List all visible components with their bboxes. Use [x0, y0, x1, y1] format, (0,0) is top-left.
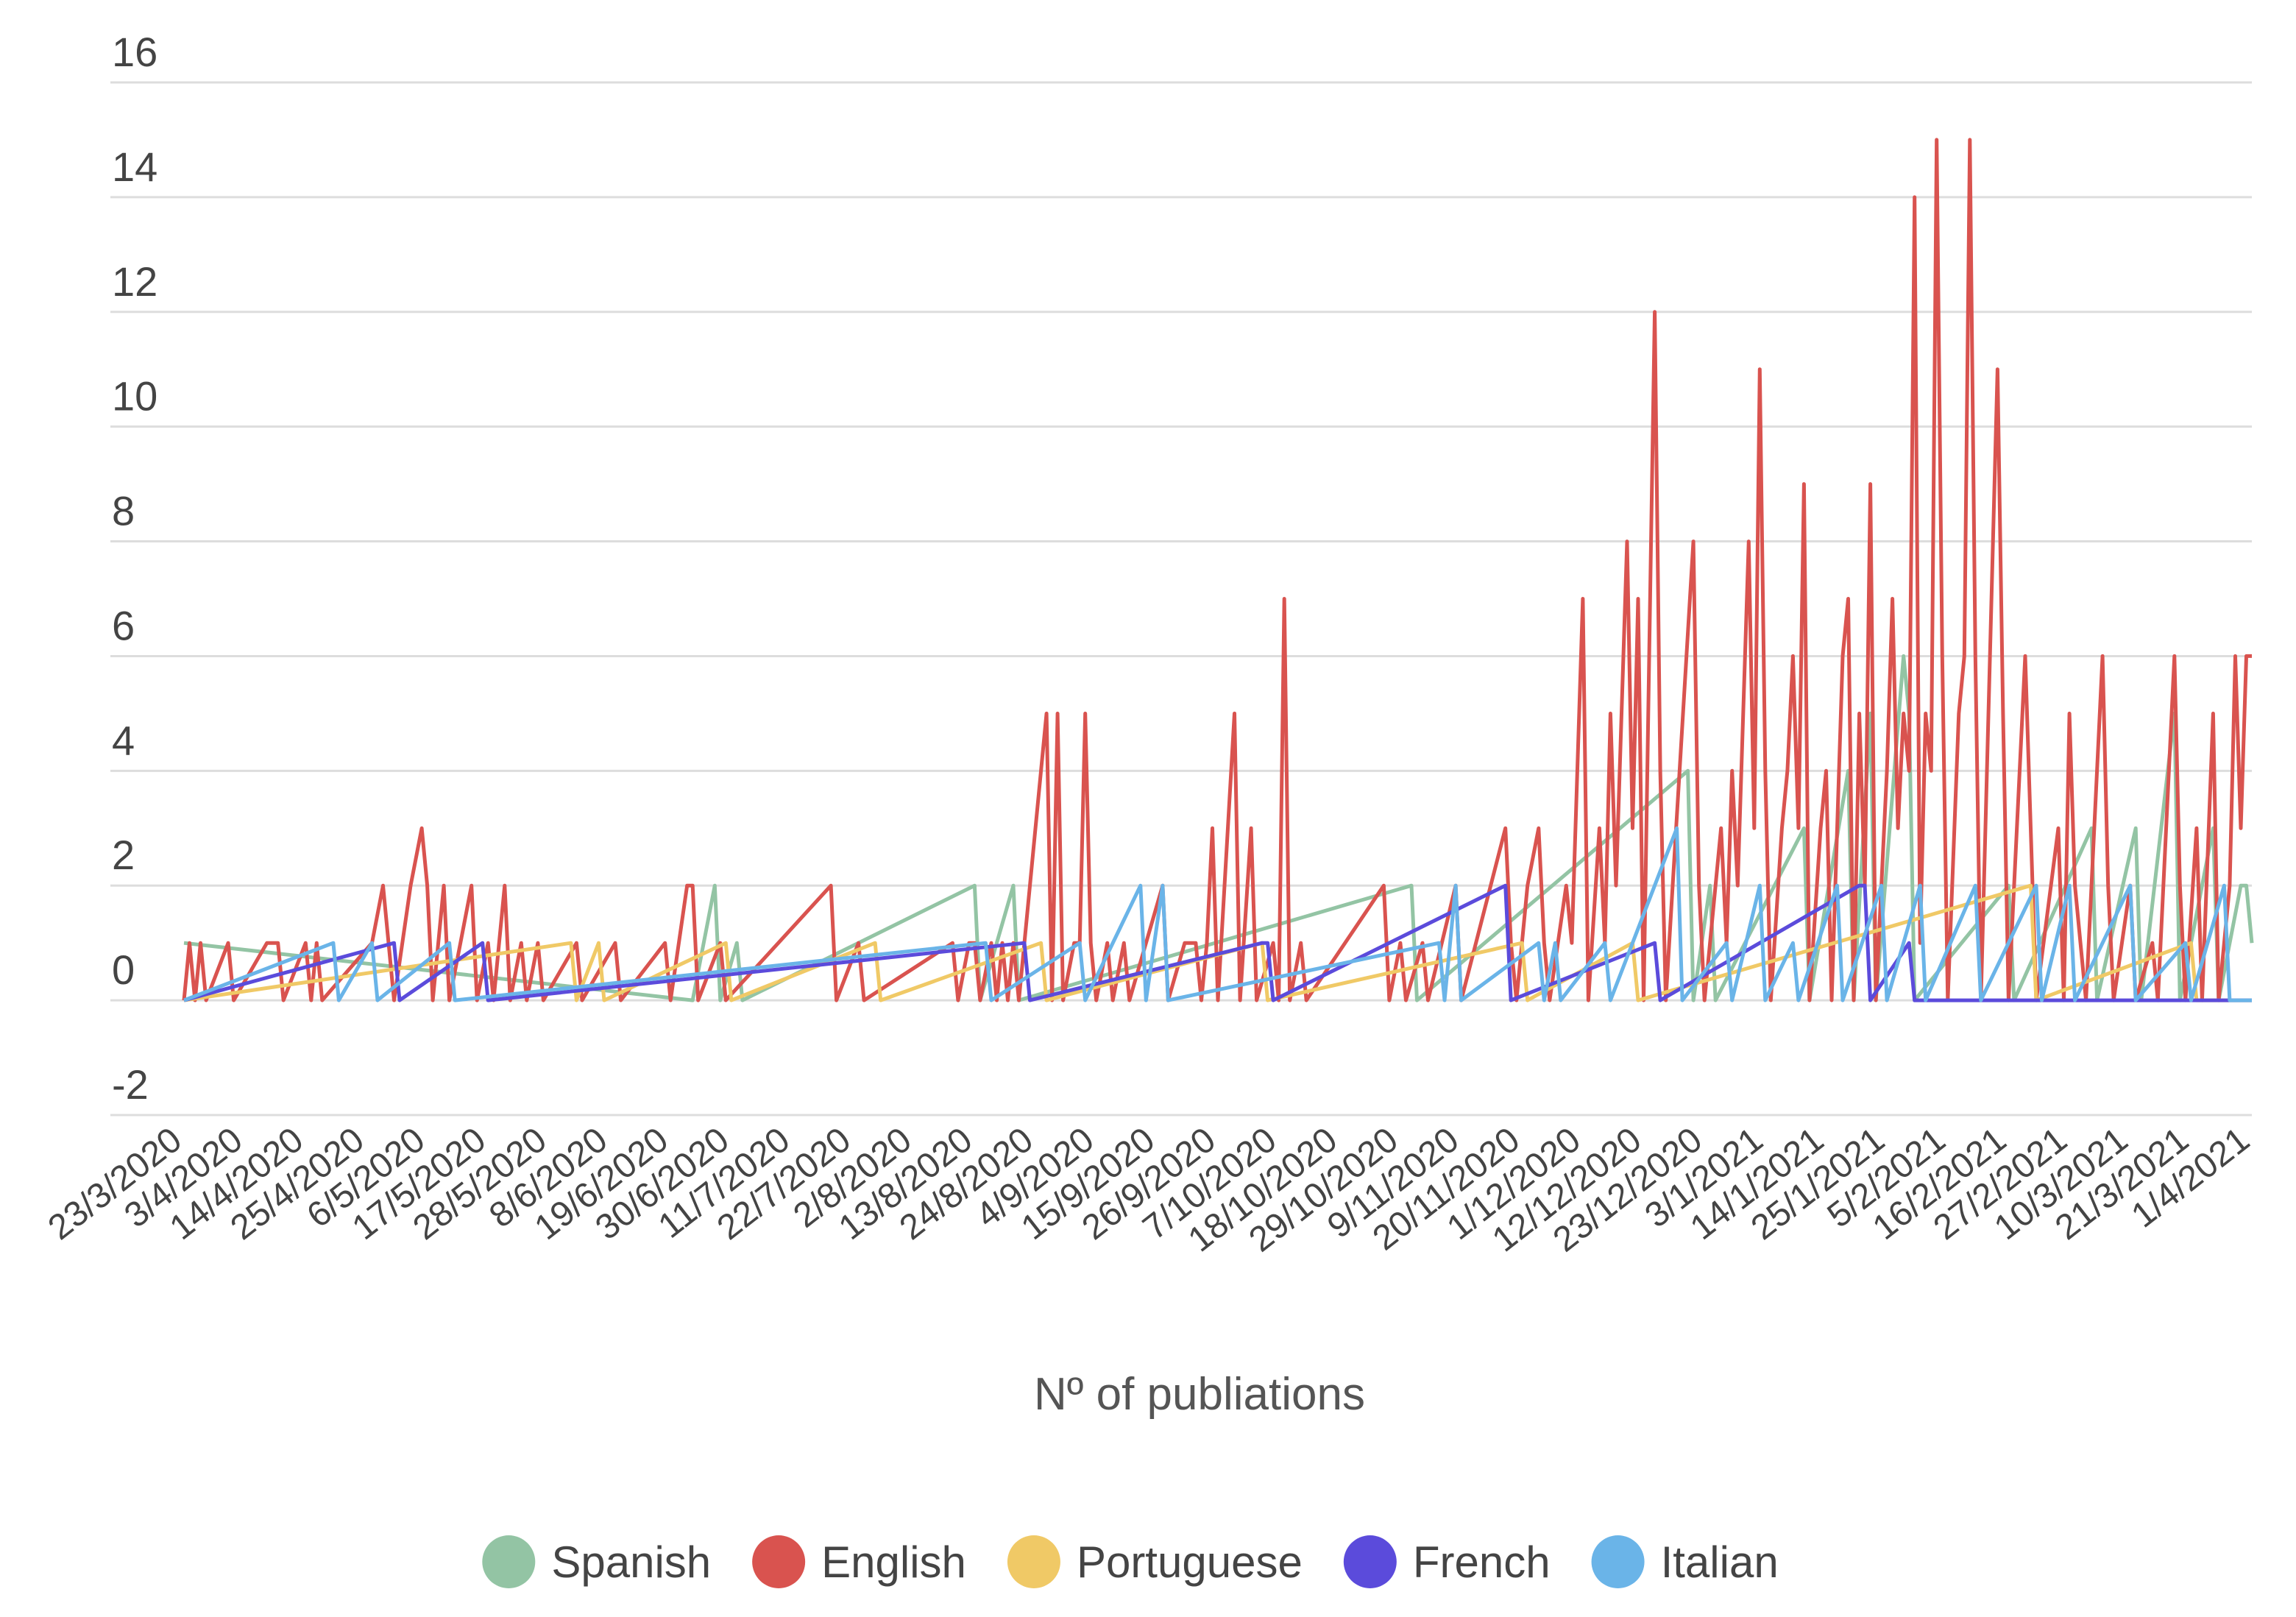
y-tick-label: 12: [112, 258, 157, 305]
y-tick-label: 16: [112, 29, 157, 75]
legend: Spanish English Portuguese French Italian: [482, 1535, 1779, 1588]
legend-swatch: [752, 1535, 806, 1588]
y-tick-label: 10: [112, 373, 157, 420]
legend-item-portuguese: Portuguese: [1007, 1535, 1303, 1588]
y-tick-label: 6: [112, 602, 135, 648]
x-axis-ticks: 23/3/20203/4/202014/4/202025/4/20206/5/2…: [41, 1120, 2257, 1260]
legend-label: Italian: [1661, 1538, 1779, 1587]
legend-label: Portuguese: [1077, 1538, 1303, 1587]
series-lines: [182, 138, 2254, 1002]
series-line-portuguese: [183, 883, 2252, 1002]
y-tick-label: 0: [112, 947, 135, 993]
y-tick-label: 4: [112, 717, 135, 763]
y-tick-label: 2: [112, 832, 135, 878]
legend-label: English: [821, 1538, 966, 1587]
legend-swatch: [1007, 1535, 1060, 1588]
legend-swatch: [1343, 1535, 1397, 1588]
series-line-french: [183, 883, 2252, 1002]
y-tick-label: 14: [112, 144, 157, 190]
series-line-english: [182, 138, 2252, 1002]
legend-item-french: French: [1343, 1535, 1551, 1588]
y-tick-label: 8: [112, 488, 135, 534]
legend-swatch: [482, 1535, 536, 1588]
legend-item-italian: Italian: [1591, 1535, 1779, 1588]
legend-item-spanish: Spanish: [482, 1535, 711, 1588]
legend-label: French: [1413, 1538, 1551, 1587]
legend-label: Spanish: [551, 1538, 711, 1587]
legend-item-english: English: [752, 1535, 966, 1588]
y-axis-ticks: 16 14 12 10 8 6 4 2 0 -2: [112, 29, 157, 1108]
series-line-italian: [183, 826, 2252, 1002]
legend-swatch: [1591, 1535, 1645, 1588]
x-axis-label: Nº of publiations: [1034, 1369, 1365, 1420]
gridlines: [110, 81, 2252, 1117]
y-tick-label: -2: [112, 1061, 149, 1108]
